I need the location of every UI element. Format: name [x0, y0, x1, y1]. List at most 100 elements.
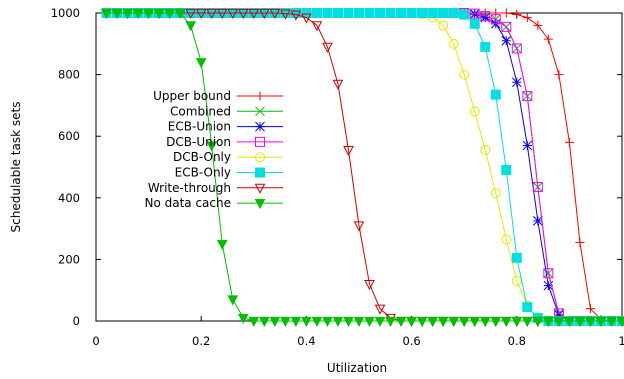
data-point — [522, 13, 532, 23]
data-point — [332, 8, 343, 18]
data-point — [153, 8, 165, 20]
y-tick-label: 800 — [58, 68, 80, 82]
data-point — [585, 316, 596, 328]
data-point — [322, 42, 333, 53]
data-point — [122, 8, 133, 20]
data-point — [269, 8, 281, 20]
legend-entry: Upper bound — [153, 89, 283, 103]
data-point — [459, 9, 470, 20]
data-point — [269, 316, 281, 328]
data-point — [216, 239, 228, 251]
legend-label: DCB-Union — [166, 135, 231, 149]
data-point — [311, 316, 323, 328]
y-tick-label: 0 — [73, 314, 80, 328]
data-point — [511, 316, 523, 328]
data-point — [132, 8, 144, 20]
legend-marker — [254, 199, 266, 210]
data-point — [258, 316, 270, 328]
legend-label: Write-through — [148, 181, 231, 195]
data-point — [448, 8, 459, 18]
data-point — [332, 79, 344, 90]
data-point — [564, 316, 575, 328]
x-tick-label: 0.8 — [508, 334, 526, 348]
legend-label: Combined — [170, 104, 231, 118]
data-point — [501, 21, 512, 32]
data-point — [322, 8, 333, 18]
legend-marker — [255, 121, 265, 132]
data-point — [479, 316, 491, 328]
data-point — [301, 316, 312, 328]
data-point — [417, 8, 428, 18]
data-point — [438, 8, 449, 18]
x-tick-label: 0.6 — [402, 334, 420, 348]
data-point — [533, 20, 543, 30]
data-point — [364, 279, 375, 291]
data-point — [343, 8, 354, 18]
data-point — [512, 10, 522, 20]
data-point — [511, 77, 522, 88]
data-point — [353, 316, 365, 328]
legend-label: DCB-Only — [173, 150, 231, 164]
data-point — [480, 12, 491, 23]
legend-entry: DCB-Only — [173, 150, 283, 164]
data-point — [595, 316, 607, 328]
data-point — [585, 304, 595, 314]
data-point — [343, 145, 354, 157]
data-point — [501, 234, 512, 245]
y-axis-title: Schedulable task sets — [9, 102, 23, 233]
data-point — [500, 316, 512, 328]
data-point — [374, 304, 386, 315]
data-point — [374, 316, 386, 328]
legend-entry: Combined — [170, 104, 283, 118]
legend-label: No data cache — [144, 196, 231, 210]
data-point — [480, 145, 491, 156]
data-point — [553, 316, 565, 328]
data-point — [522, 91, 533, 102]
data-point — [280, 9, 291, 20]
data-point — [532, 216, 543, 226]
data-point — [216, 8, 228, 20]
data-point — [185, 8, 197, 20]
data-point — [322, 316, 333, 328]
data-point — [616, 316, 624, 328]
data-point — [185, 21, 197, 32]
legend-marker — [254, 183, 266, 194]
data-point — [195, 8, 207, 20]
data-point — [237, 313, 249, 324]
x-tick-label: 1 — [618, 334, 624, 348]
data-point — [364, 316, 375, 328]
data-point — [469, 9, 480, 20]
data-point — [511, 43, 522, 54]
series-no-data-cache — [101, 8, 624, 328]
data-point — [427, 8, 438, 18]
y-tick-label: 400 — [58, 191, 80, 205]
data-point — [375, 8, 386, 18]
data-point — [164, 8, 175, 20]
data-point — [258, 8, 270, 20]
data-point — [290, 8, 301, 18]
data-point — [437, 316, 449, 328]
y-tick-label: 1000 — [51, 6, 80, 20]
x-tick-label: 0.4 — [297, 334, 315, 348]
legend-marker — [255, 106, 265, 117]
data-point — [395, 316, 407, 328]
legend-marker — [255, 152, 265, 163]
data-point — [143, 8, 154, 20]
data-point — [543, 316, 554, 328]
data-point — [543, 280, 554, 291]
data-point — [448, 38, 459, 49]
data-point — [237, 8, 249, 20]
data-point — [448, 316, 460, 328]
y-tick-label: 600 — [58, 129, 80, 143]
legend-marker — [255, 91, 265, 101]
data-point — [501, 8, 511, 18]
data-point — [311, 8, 322, 18]
data-point — [227, 295, 239, 306]
data-point — [480, 11, 491, 22]
data-point — [490, 188, 501, 199]
data-point — [543, 34, 553, 44]
axis-ticks: 0 0.2 0.4 0.6 0.8 1 0 200 400 600 800 1000 — [51, 6, 624, 348]
